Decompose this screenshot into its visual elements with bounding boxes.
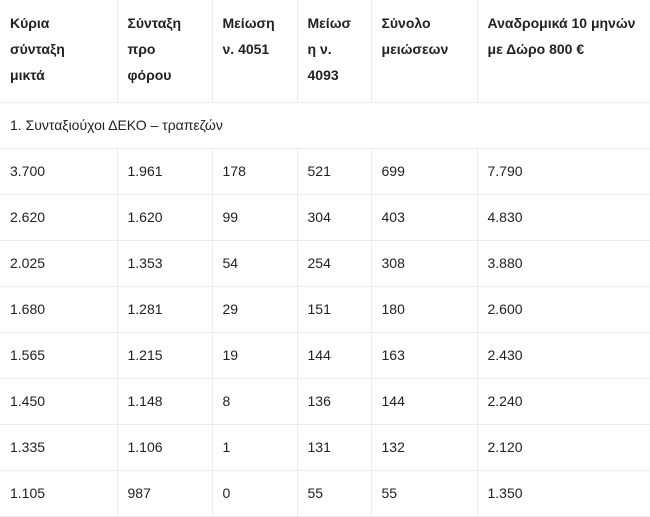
table-cell: 1.565	[0, 332, 118, 379]
table-cell: 1.350	[476, 470, 650, 517]
table-cell: 403	[370, 194, 478, 241]
table-cell: 180	[370, 286, 478, 333]
table-cell: 29	[211, 286, 298, 333]
table-cell: 19	[211, 332, 298, 379]
table-cell: 3.880	[476, 240, 650, 287]
table-cell: 1.281	[116, 286, 213, 333]
table-cell: 55	[296, 470, 372, 517]
column-header: Μείωσ η ν. 4093	[296, 0, 372, 103]
table-cell: 304	[296, 194, 372, 241]
header-line: με Δώρο 800 €	[487, 41, 585, 57]
table-cell: 136	[296, 378, 372, 425]
header-line: η ν.	[307, 41, 332, 57]
header-line: Αναδρομικά 10 μηνών	[487, 15, 636, 31]
header-line: Σύνταξη	[127, 15, 182, 31]
table-cell: 2.120	[476, 424, 650, 471]
table-cell: 163	[370, 332, 478, 379]
table-cell: 7.790	[476, 148, 650, 195]
header-line: Σύνολο	[381, 15, 431, 31]
table-cell: 2.240	[476, 378, 650, 425]
column-header: Αναδρομικά 10 μηνών με Δώρο 800 €	[476, 0, 650, 103]
section-title: 1. Συνταξιούχοι ΔΕΚΟ – τραπεζών	[0, 102, 650, 149]
table-row: 1.565 1.215 19 144 163 2.430	[0, 332, 650, 379]
table-cell: 1.353	[116, 240, 213, 287]
table-row: 1.450 1.148 8 136 144 2.240	[0, 378, 650, 425]
table-cell: 3.700	[0, 148, 118, 195]
table-cell: 2.620	[0, 194, 118, 241]
table-cell: 1.680	[0, 286, 118, 333]
table-cell: 0	[211, 470, 298, 517]
table-cell: 1.335	[0, 424, 118, 471]
table-row: 2.025 1.353 54 254 308 3.880	[0, 240, 650, 287]
table-cell: 178	[211, 148, 298, 195]
header-line: προ	[127, 41, 156, 57]
table-cell: 55	[370, 470, 478, 517]
table-cell: 2.430	[476, 332, 650, 379]
table-cell: 1.105	[0, 470, 118, 517]
table-cell: 1.450	[0, 378, 118, 425]
table-cell: 1.961	[116, 148, 213, 195]
header-line: μικτά	[10, 67, 45, 83]
table-cell: 1	[211, 424, 298, 471]
column-header: Κύρια σύνταξη μικτά	[0, 0, 118, 103]
header-line: φόρου	[127, 67, 172, 83]
table-cell: 1.106	[116, 424, 213, 471]
header-line: μειώσεων	[381, 41, 449, 57]
column-header: Σύνταξη προ φόρου	[116, 0, 213, 103]
table-cell: 1.215	[116, 332, 213, 379]
section-row: 1. Συνταξιούχοι ΔΕΚΟ – τραπεζών	[0, 102, 650, 149]
header-line: Κύρια	[10, 15, 50, 31]
table-cell: 151	[296, 286, 372, 333]
table-cell: 1.620	[116, 194, 213, 241]
column-header: Μείωση ν. 4051	[211, 0, 298, 103]
column-header: Σύνολο μειώσεων	[370, 0, 478, 103]
table-cell: 132	[370, 424, 478, 471]
table-cell: 144	[296, 332, 372, 379]
table-cell: 99	[211, 194, 298, 241]
table-cell: 144	[370, 378, 478, 425]
table-cell: 1.148	[116, 378, 213, 425]
table-row: 1.680 1.281 29 151 180 2.600	[0, 286, 650, 333]
table-row: 2.620 1.620 99 304 403 4.830	[0, 194, 650, 241]
table-row: 3.700 1.961 178 521 699 7.790	[0, 148, 650, 195]
table-row: 1.105 987 0 55 55 1.350	[0, 470, 650, 517]
header-row: Κύρια σύνταξη μικτά Σύνταξη προ φόρου Μείωση ν.…	[0, 0, 650, 103]
header-line: 4093	[307, 67, 339, 83]
table-cell: 2.600	[476, 286, 650, 333]
table-row: 1.335 1.106 1 131 132 2.120	[0, 424, 650, 471]
table-cell: 699	[370, 148, 478, 195]
table-cell: 2.025	[0, 240, 118, 287]
table-cell: 308	[370, 240, 478, 287]
table-cell: 131	[296, 424, 372, 471]
table-cell: 987	[116, 470, 213, 517]
table-cell: 521	[296, 148, 372, 195]
table-cell: 4.830	[476, 194, 650, 241]
table-cell: 254	[296, 240, 372, 287]
table-cell: 8	[211, 378, 298, 425]
header-line: ν. 4051	[222, 41, 270, 57]
header-line: σύνταξη	[10, 41, 65, 57]
header-line: Μείωσ	[307, 15, 352, 31]
table-cell: 54	[211, 240, 298, 287]
header-line: Μείωση	[222, 15, 275, 31]
